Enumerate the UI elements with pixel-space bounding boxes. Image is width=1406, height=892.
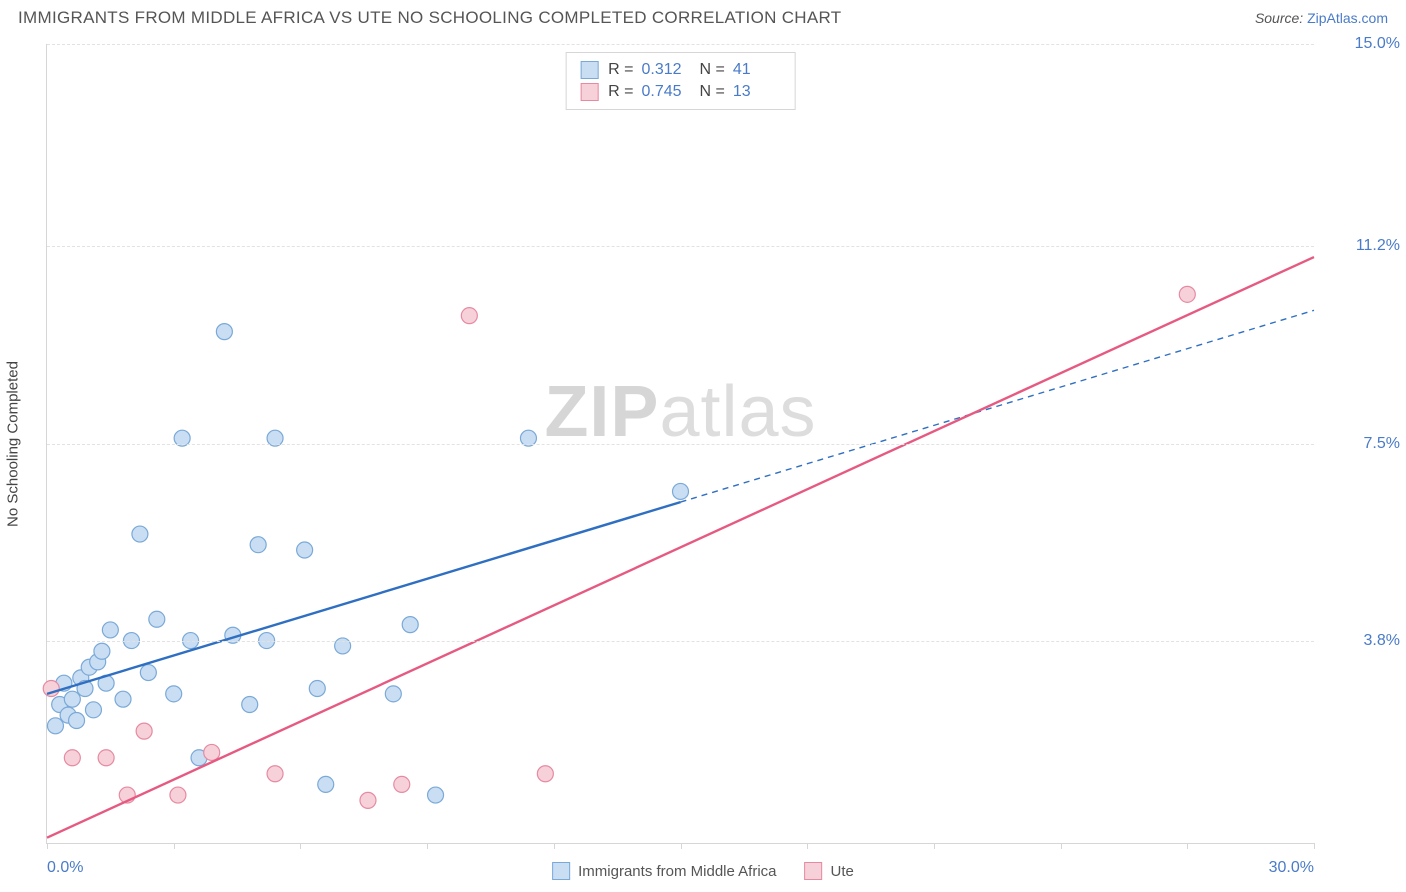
- chart-title: IMMIGRANTS FROM MIDDLE AFRICA VS UTE NO …: [18, 8, 841, 28]
- y-tick-label: 11.2%: [1322, 237, 1400, 255]
- gridline: [47, 44, 1314, 45]
- data-point: [132, 526, 148, 542]
- legend-label: Immigrants from Middle Africa: [578, 863, 776, 880]
- gridline: [47, 246, 1314, 247]
- x-tick-mark: [427, 843, 428, 849]
- data-point: [673, 483, 689, 499]
- data-point: [102, 622, 118, 638]
- data-point: [394, 776, 410, 792]
- data-point: [428, 787, 444, 803]
- data-point: [64, 750, 80, 766]
- data-point: [360, 792, 376, 808]
- legend-item: Ute: [805, 862, 854, 880]
- source-attribution: Source: ZipAtlas.com: [1255, 10, 1388, 26]
- data-point: [461, 308, 477, 324]
- data-point: [94, 643, 110, 659]
- data-point: [204, 744, 220, 760]
- data-point: [140, 665, 156, 681]
- x-tick-min: 0.0%: [47, 859, 83, 877]
- data-point: [1179, 286, 1195, 302]
- data-point: [85, 702, 101, 718]
- data-point: [69, 712, 85, 728]
- data-point: [267, 766, 283, 782]
- data-point: [318, 776, 334, 792]
- data-point: [115, 691, 131, 707]
- x-tick-mark: [1061, 843, 1062, 849]
- y-axis-label: No Schooling Completed: [5, 361, 22, 527]
- data-point: [136, 723, 152, 739]
- data-point: [64, 691, 80, 707]
- legend-bottom: Immigrants from Middle Africa Ute: [552, 862, 854, 880]
- legend-swatch: [805, 862, 823, 880]
- data-point: [242, 697, 258, 713]
- x-tick-mark: [1314, 843, 1315, 849]
- data-point: [47, 718, 63, 734]
- trend-line-dashed: [681, 310, 1315, 502]
- x-tick-mark: [934, 843, 935, 849]
- x-tick-mark: [681, 843, 682, 849]
- data-point: [537, 766, 553, 782]
- data-point: [149, 611, 165, 627]
- data-point: [170, 787, 186, 803]
- chart-plot-area: No Schooling Completed ZIPatlas R =0.312…: [46, 44, 1314, 844]
- source-label: Source:: [1255, 10, 1307, 26]
- source-link[interactable]: ZipAtlas.com: [1307, 10, 1388, 26]
- x-tick-mark: [300, 843, 301, 849]
- data-point: [166, 686, 182, 702]
- legend-swatch: [552, 862, 570, 880]
- data-point: [309, 681, 325, 697]
- x-tick-mark: [47, 843, 48, 849]
- gridline: [47, 444, 1314, 445]
- data-point: [250, 537, 266, 553]
- data-point: [385, 686, 401, 702]
- y-tick-label: 7.5%: [1322, 435, 1400, 453]
- header: IMMIGRANTS FROM MIDDLE AFRICA VS UTE NO …: [0, 0, 1406, 32]
- y-tick-label: 3.8%: [1322, 632, 1400, 650]
- data-point: [402, 617, 418, 633]
- x-tick-mark: [807, 843, 808, 849]
- trend-line: [47, 257, 1314, 838]
- legend-item: Immigrants from Middle Africa: [552, 862, 776, 880]
- legend-label: Ute: [831, 863, 854, 880]
- data-point: [297, 542, 313, 558]
- x-tick-mark: [174, 843, 175, 849]
- data-point: [216, 324, 232, 340]
- x-tick-mark: [554, 843, 555, 849]
- x-tick-mark: [1187, 843, 1188, 849]
- x-tick-max: 30.0%: [1269, 859, 1314, 877]
- y-tick-label: 15.0%: [1322, 35, 1400, 53]
- data-point: [43, 681, 59, 697]
- data-point: [98, 750, 114, 766]
- gridline: [47, 641, 1314, 642]
